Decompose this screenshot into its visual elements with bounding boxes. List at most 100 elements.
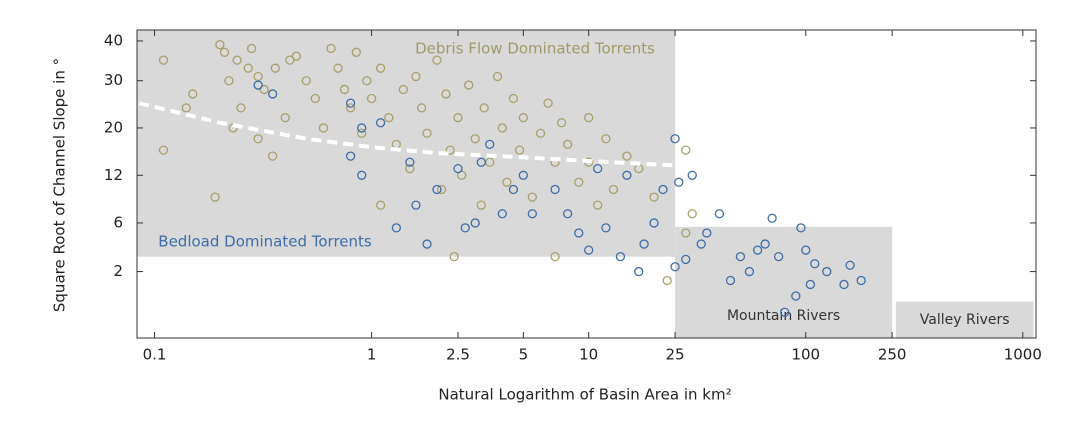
point <box>796 223 806 233</box>
point <box>518 113 529 123</box>
point <box>441 89 451 99</box>
point <box>224 76 234 86</box>
point <box>301 76 311 86</box>
point <box>285 55 295 65</box>
point <box>622 151 632 161</box>
point <box>556 118 567 128</box>
y-tick-label: 30 <box>104 71 123 89</box>
point <box>767 213 777 223</box>
point <box>497 123 507 133</box>
y-axis-label: Square Root of Channel Slope in ° <box>51 58 69 312</box>
y-tick-label: 20 <box>104 118 123 136</box>
point <box>518 170 529 180</box>
point <box>270 63 280 73</box>
x-tick-label: 10 <box>579 346 598 364</box>
point <box>232 55 242 65</box>
point <box>674 177 684 187</box>
point <box>574 177 584 187</box>
point <box>357 128 367 138</box>
point <box>375 63 386 73</box>
point <box>405 157 415 167</box>
point <box>253 80 263 90</box>
point <box>670 134 680 144</box>
x-axis-label: Natural Logarithm of Basin Area in km² <box>438 386 731 404</box>
point <box>253 134 263 144</box>
point <box>508 184 519 195</box>
point <box>188 89 198 99</box>
region <box>895 301 1034 338</box>
point <box>543 98 553 108</box>
point <box>563 139 573 149</box>
point <box>479 103 489 113</box>
point <box>243 63 253 73</box>
x-tick-label: 0.1 <box>143 346 167 364</box>
point <box>345 103 356 113</box>
point <box>535 128 546 138</box>
point <box>714 209 725 219</box>
annotation: Bedload Dominated Torrents <box>158 233 372 251</box>
point <box>345 151 356 161</box>
point <box>268 151 278 161</box>
point <box>593 163 603 174</box>
point <box>158 55 169 65</box>
point <box>601 223 611 233</box>
point <box>810 259 820 269</box>
point <box>445 145 455 155</box>
point <box>822 266 832 277</box>
point <box>670 262 680 272</box>
point <box>460 223 470 233</box>
x-tick-label: 250 <box>878 346 907 364</box>
point <box>492 71 503 82</box>
point <box>760 239 770 249</box>
point <box>584 245 594 255</box>
point <box>280 113 290 123</box>
point <box>735 251 746 262</box>
point <box>593 200 603 210</box>
point <box>681 254 691 265</box>
point <box>514 145 525 155</box>
x-tick-label: 1 <box>367 346 377 364</box>
point <box>345 98 356 108</box>
x-tick-label: 2.5 <box>446 346 470 364</box>
point <box>384 113 394 123</box>
point <box>405 163 415 174</box>
point <box>476 157 486 167</box>
y-tick-label: 6 <box>113 213 123 231</box>
point <box>476 200 486 210</box>
point <box>398 84 408 95</box>
point <box>158 145 169 155</box>
point <box>417 103 427 113</box>
point <box>432 184 442 195</box>
point <box>839 279 849 290</box>
point <box>791 291 801 301</box>
point <box>744 266 755 277</box>
region-label: Valley Rivers <box>920 312 1010 328</box>
point <box>615 251 626 262</box>
point <box>508 93 519 104</box>
point <box>550 184 560 195</box>
point <box>351 47 361 57</box>
point <box>687 170 697 180</box>
point <box>366 93 377 104</box>
point <box>391 223 402 233</box>
point <box>219 47 230 57</box>
point <box>357 170 367 180</box>
point <box>527 209 537 219</box>
annotation: Debris Flow Dominated Torrents <box>415 40 655 58</box>
point <box>780 307 790 317</box>
point <box>801 245 811 255</box>
point <box>411 200 421 210</box>
point <box>649 218 659 228</box>
point <box>805 279 816 290</box>
point <box>210 192 220 202</box>
point <box>752 245 763 255</box>
y-tick-label: 2 <box>113 262 123 280</box>
point <box>639 239 649 249</box>
point <box>485 139 495 149</box>
point <box>236 103 246 113</box>
point <box>696 239 706 249</box>
point <box>845 260 855 270</box>
region <box>675 226 893 338</box>
point <box>181 103 191 113</box>
